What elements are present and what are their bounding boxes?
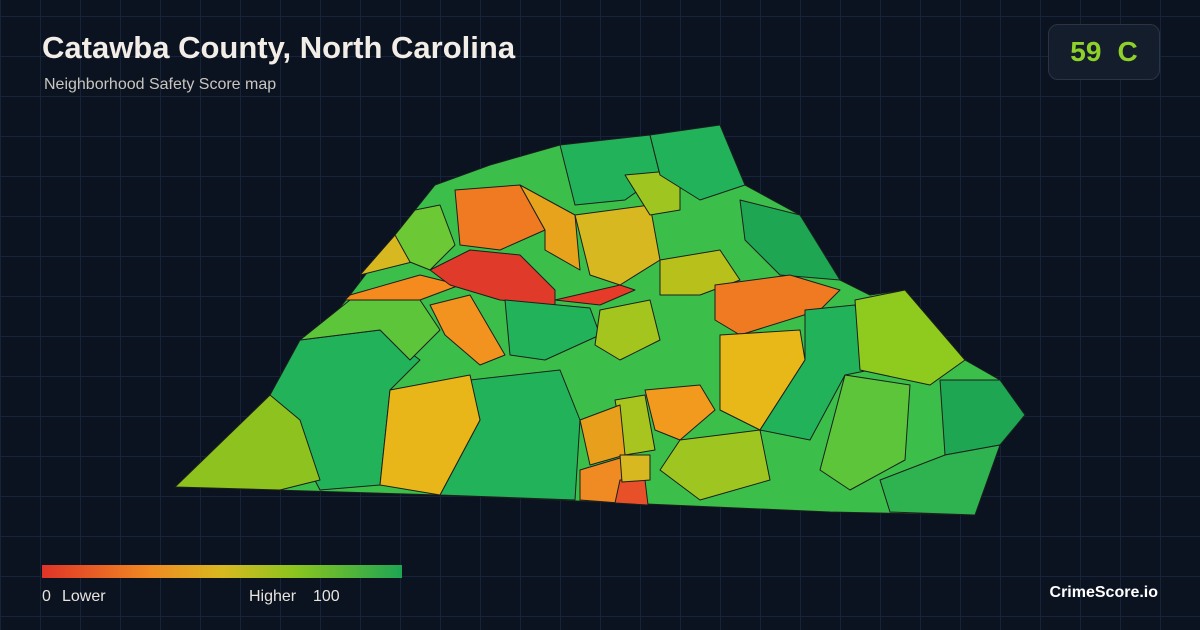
region <box>519 184 581 271</box>
brand: CrimeScore.io <box>1049 584 1158 601</box>
title: Catawba County, North Carolina <box>42 30 516 65</box>
region <box>554 284 636 306</box>
region <box>594 299 661 361</box>
region <box>344 274 461 301</box>
legend-min: 0 <box>42 588 51 605</box>
legend-max: 100 <box>313 588 340 605</box>
region <box>659 429 771 501</box>
region <box>429 249 556 306</box>
region <box>854 289 966 386</box>
region <box>574 204 661 286</box>
region <box>649 124 746 201</box>
region <box>429 294 506 366</box>
region <box>619 454 651 483</box>
region <box>739 199 841 281</box>
legend-gradient <box>42 565 402 578</box>
region <box>394 204 456 271</box>
region <box>504 299 601 361</box>
score-badge: 59 C <box>1048 24 1160 80</box>
region <box>174 394 321 491</box>
region <box>454 184 546 251</box>
region <box>614 479 649 506</box>
region <box>379 374 481 496</box>
region <box>644 384 716 441</box>
region <box>879 444 1001 516</box>
subtitle: Neighborhood Safety Score map <box>44 76 277 93</box>
score-grade: C <box>1117 36 1138 67</box>
region <box>819 374 911 491</box>
region <box>939 379 1026 456</box>
legend-low-label: Lower <box>62 588 106 605</box>
score-value: 59 <box>1070 36 1102 67</box>
legend-high-label: Higher <box>249 588 297 605</box>
